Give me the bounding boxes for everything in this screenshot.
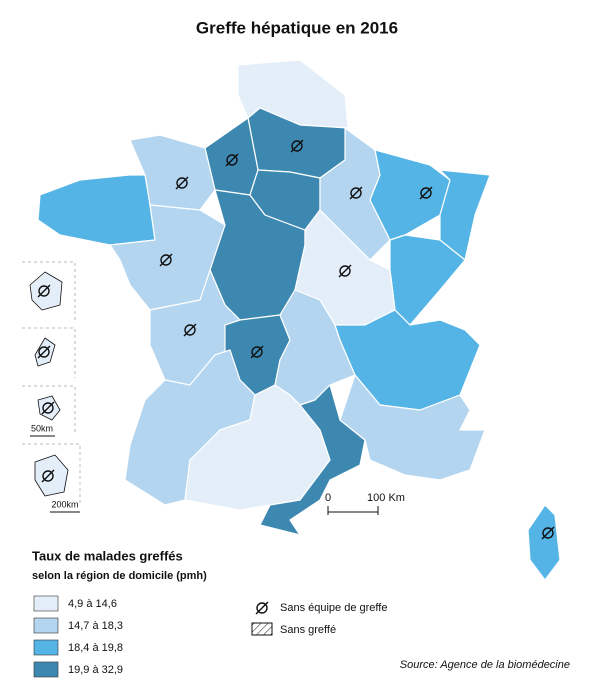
legend-swatch xyxy=(33,595,59,612)
scale-label: 100 Km xyxy=(367,492,405,504)
inset-frames xyxy=(22,261,81,505)
scale-label: 0 xyxy=(325,492,331,504)
legend-title: Taux de malades greffés xyxy=(32,548,183,563)
legend-swatch xyxy=(33,639,59,656)
scale-bar: 0 100 Km 50km 200km xyxy=(30,423,405,515)
source: Source: Agence de la biomédecine xyxy=(400,659,570,671)
symbol-label: Sans équipe de greffe xyxy=(280,602,387,614)
region xyxy=(527,504,561,581)
symbol-label: Sans greffé xyxy=(280,624,336,636)
legend-label: 19,9 à 32,9 xyxy=(68,664,123,676)
region xyxy=(29,271,63,311)
region xyxy=(339,374,486,481)
legend: 4,9 à 14,6 14,7 à 18,3 18,4 à 19,8 19,9 à 3… xyxy=(33,595,123,678)
legend-subtitle: selon la région de domicile (pmh) xyxy=(32,570,207,582)
title: Greffe hépatique en 2016 xyxy=(196,18,398,37)
legend-swatch xyxy=(33,661,59,678)
hatch-swatch xyxy=(251,622,273,636)
region xyxy=(34,454,69,497)
scale-label: 50km xyxy=(31,423,53,433)
region xyxy=(37,395,61,421)
legend-swatch xyxy=(33,617,59,634)
region xyxy=(259,384,366,536)
scale-label: 200km xyxy=(51,499,78,509)
legend-label: 14,7 à 18,3 xyxy=(68,620,123,632)
region xyxy=(34,337,56,367)
legend-label: 4,9 à 14,6 xyxy=(68,598,117,610)
legend-label: 18,4 à 19,8 xyxy=(68,642,123,654)
regions xyxy=(29,59,561,581)
region xyxy=(37,174,156,246)
